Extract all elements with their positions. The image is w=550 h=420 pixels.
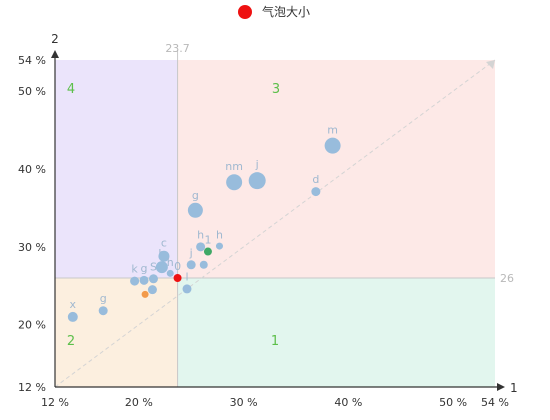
data-point [130,276,140,286]
diagonal-line [54,59,496,388]
data-point-label: j [255,158,259,171]
legend[interactable]: 气泡大小 [238,4,310,19]
data-point-label: m [327,124,338,137]
x-tick-label: 54 % [481,396,509,409]
data-point-label: k [131,263,138,276]
data-point [196,242,206,252]
x-tick-label: 30 % [230,396,258,409]
data-point-label: g [100,292,107,305]
legend-swatch-bubble-size[interactable] [238,5,252,19]
data-point [141,290,149,298]
data-point-label: h [197,228,204,241]
quadrant-2 [55,278,178,387]
data-point-label: nm [225,160,243,173]
data-point [166,269,174,277]
data-point [226,174,243,191]
reference-y-label: 26 [500,272,514,285]
data-point [248,172,266,190]
quadrant-3 [177,60,496,278]
x-axis-arrowhead [497,383,505,391]
quadrant-1 [177,278,496,387]
data-point-label: h [216,229,223,242]
data-point [158,250,170,262]
y-tick-label: 54 % [18,54,46,67]
data-point [203,247,212,256]
diagonal-arrowhead [486,60,495,69]
reference-lines: 23.7 26 [54,42,514,388]
x-axis-name: 1 [510,381,518,395]
quadrant-label-1: 1 [271,334,279,349]
data-point [182,284,192,294]
data-point-label: l [185,270,188,283]
y-tick-label: 12 % [18,381,46,394]
data-point [139,275,149,285]
y-tick-label: 20 % [18,319,46,332]
x-tick-label: 20 % [125,396,153,409]
x-tick-label: 50 % [439,396,467,409]
data-point-label: h [167,256,174,269]
data-point [148,274,158,284]
data-point [67,311,78,322]
data-point-label: x [70,298,77,311]
data-point [155,261,168,274]
y-axis-arrowhead [51,50,59,58]
quadrant-label-4: 4 [67,82,75,97]
data-point [311,187,321,197]
reference-x-label: 23.7 [165,42,190,55]
y-tick-label: 30 % [18,241,46,254]
data-point [187,202,203,218]
data-point-label: j [189,246,193,259]
y-tick-label: 50 % [18,85,46,98]
x-tick-label: 12 % [41,396,69,409]
y-tick-label: 40 % [18,163,46,176]
data-point-label: 1 [204,234,211,247]
x-tick-label: 40 % [334,396,362,409]
data-point-label: g [141,262,148,275]
data-point-label: c [161,237,167,250]
quadrant-label-3: 3 [272,82,280,97]
data-points: xgkgSbch0ljgh1hnmjdm [67,124,341,322]
quadrant-4 [55,60,178,278]
data-point [199,260,208,269]
data-point [186,260,196,270]
data-point [324,137,341,154]
data-point [98,306,108,316]
y-axis-name: 2 [51,32,59,46]
data-point-label: S [150,260,157,273]
data-point-label: g [192,189,199,202]
data-point [173,274,182,282]
legend-label[interactable]: 气泡大小 [262,4,310,19]
quadrant-backgrounds: 4 3 2 1 [55,60,496,387]
data-point-label: d [312,173,319,186]
data-point [147,285,157,295]
quadrant-label-2: 2 [67,334,75,349]
data-point [215,242,223,250]
data-point-label: 0 [174,260,181,273]
